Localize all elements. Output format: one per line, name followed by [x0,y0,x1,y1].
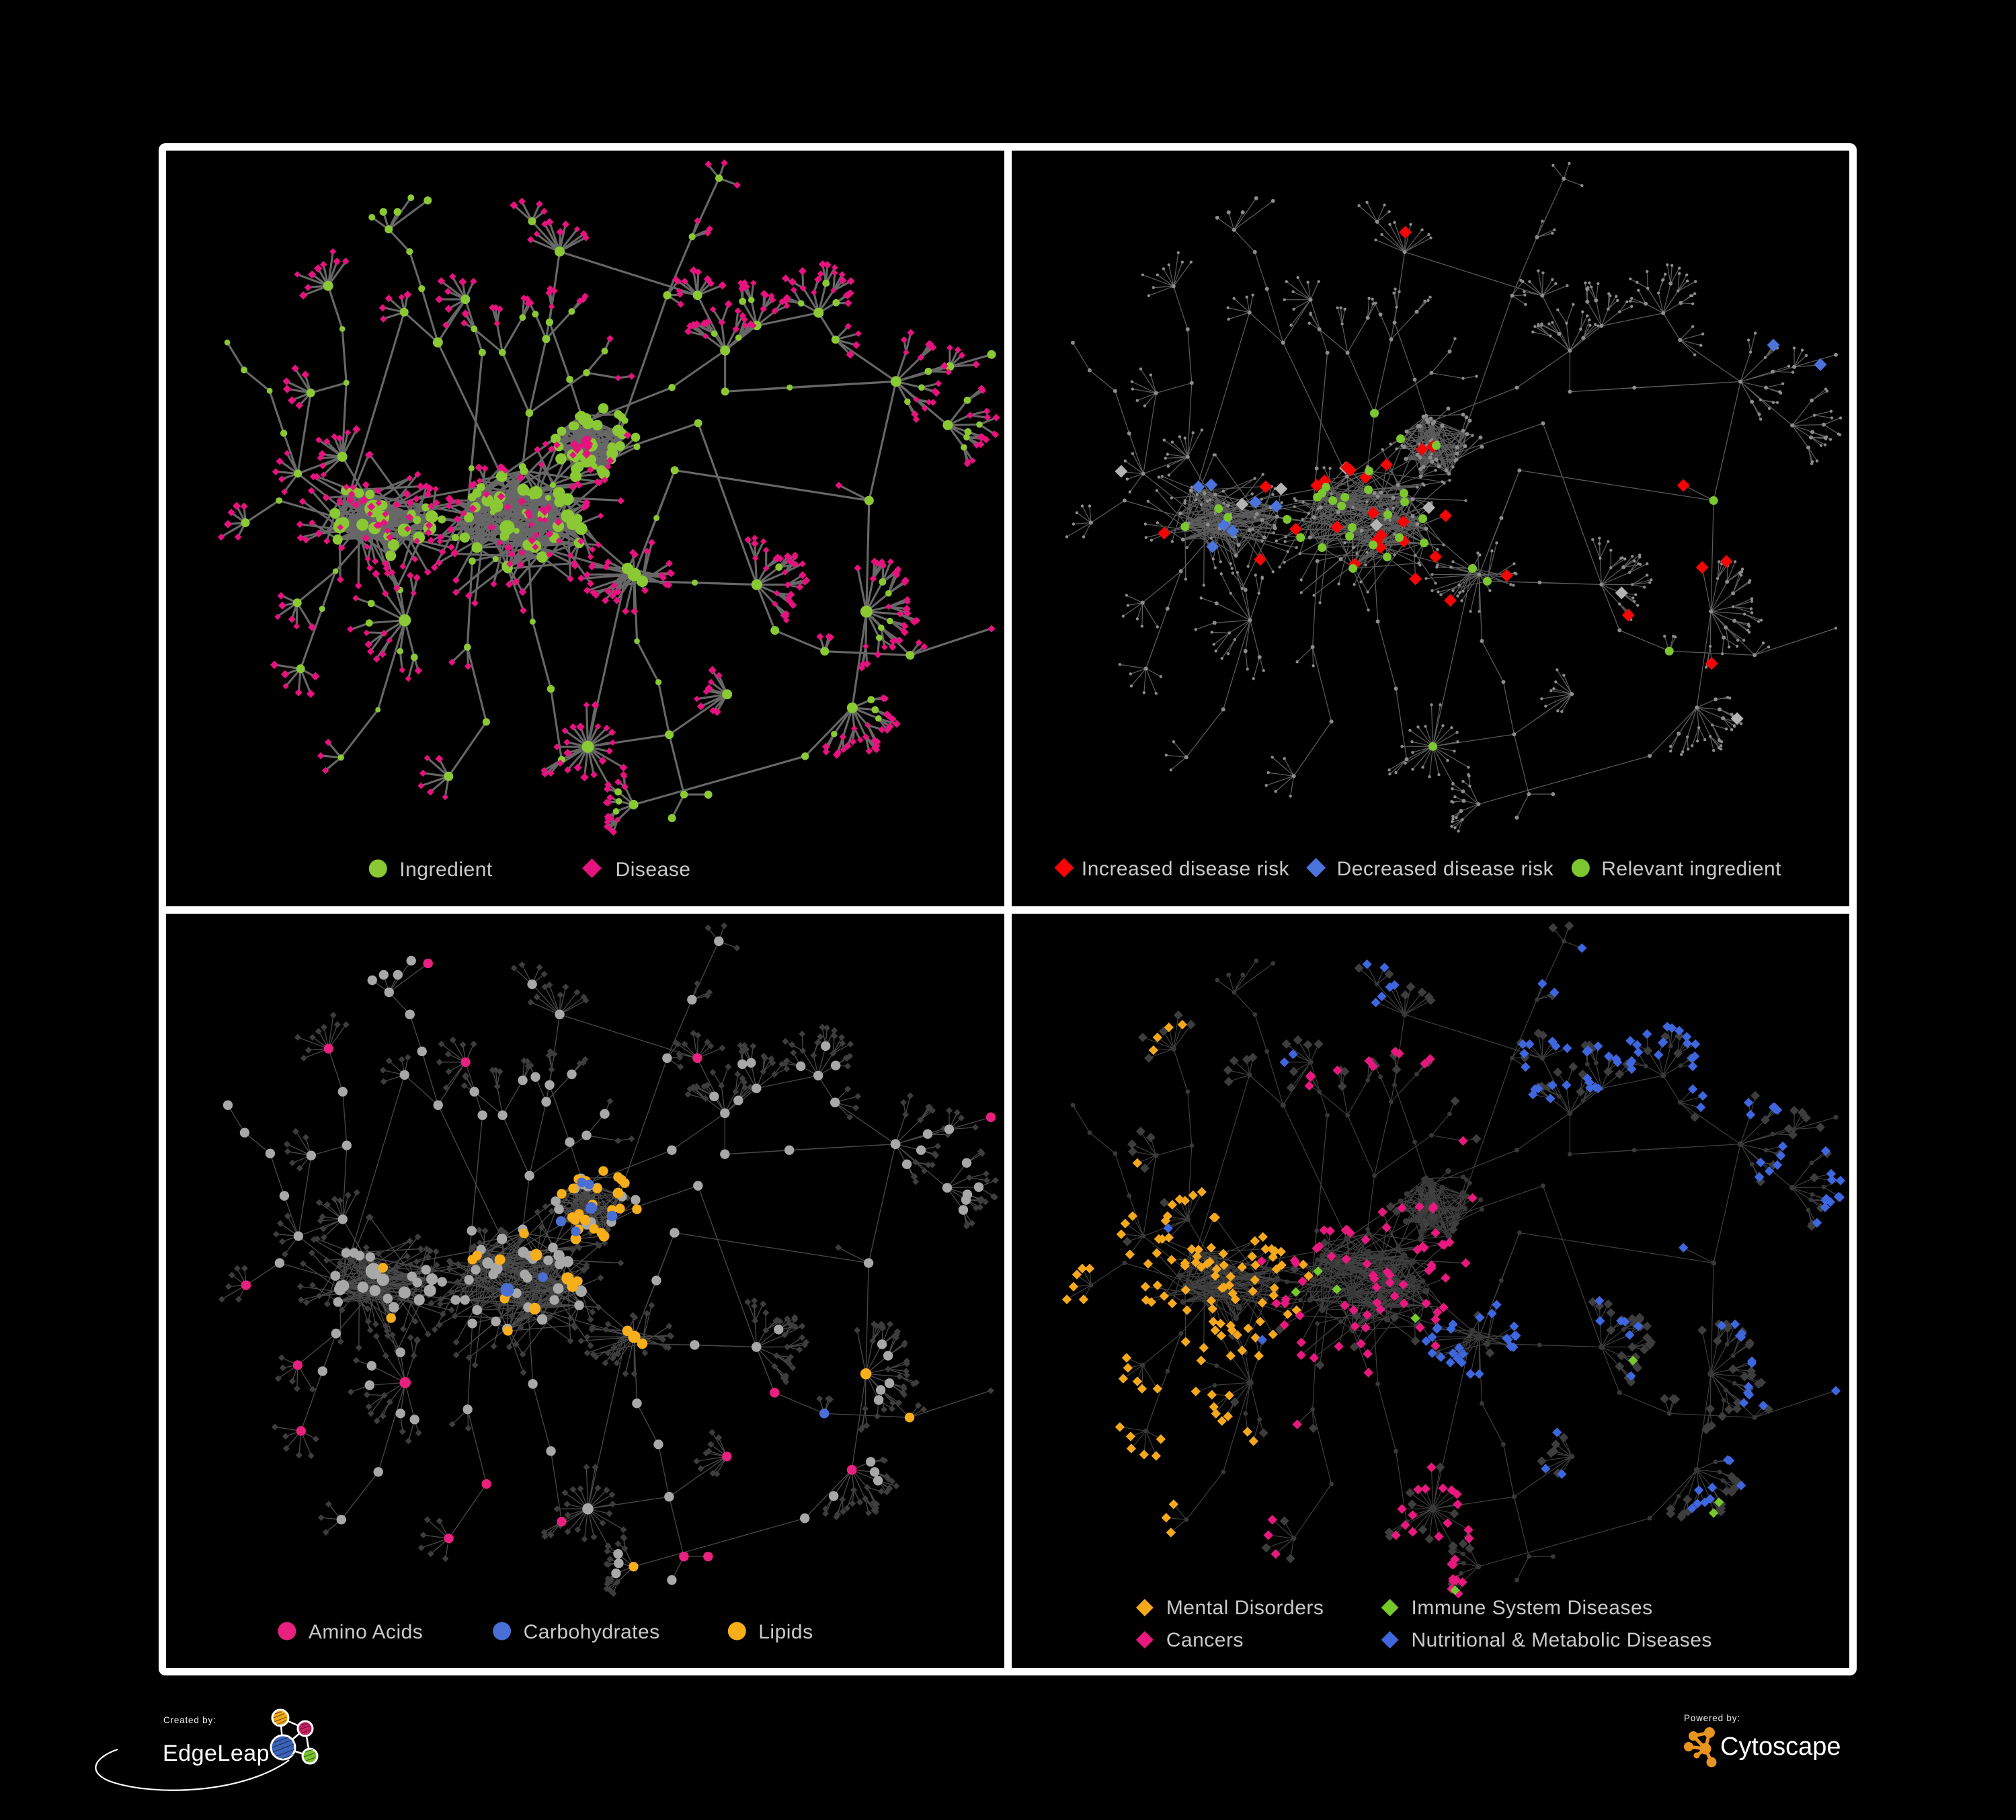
svg-text:Decreased disease risk: Decreased disease risk [1337,858,1554,880]
svg-text:Powered by:: Powered by: [1684,1713,1740,1723]
svg-text:Lipids: Lipids [758,1621,813,1643]
svg-text:Nutritional & Metabolic Diseas: Nutritional & Metabolic Diseases [1412,1629,1712,1651]
svg-text:Cancers: Cancers [1166,1629,1244,1651]
svg-text:Disease: Disease [616,859,691,881]
svg-text:EdgeLeap: EdgeLeap [163,1741,270,1766]
svg-text:Mental Disorders: Mental Disorders [1166,1597,1324,1619]
svg-text:Immune System Diseases: Immune System Diseases [1412,1597,1653,1619]
svg-text:Created by:: Created by: [163,1715,216,1725]
svg-text:Relevant ingredient: Relevant ingredient [1601,858,1781,880]
svg-text:Cytoscape: Cytoscape [1720,1733,1841,1761]
svg-text:Carbohydrates: Carbohydrates [524,1621,660,1643]
svg-text:Increased disease risk: Increased disease risk [1082,858,1290,880]
svg-text:Amino Acids: Amino Acids [309,1621,423,1643]
svg-text:Ingredient: Ingredient [399,859,493,881]
